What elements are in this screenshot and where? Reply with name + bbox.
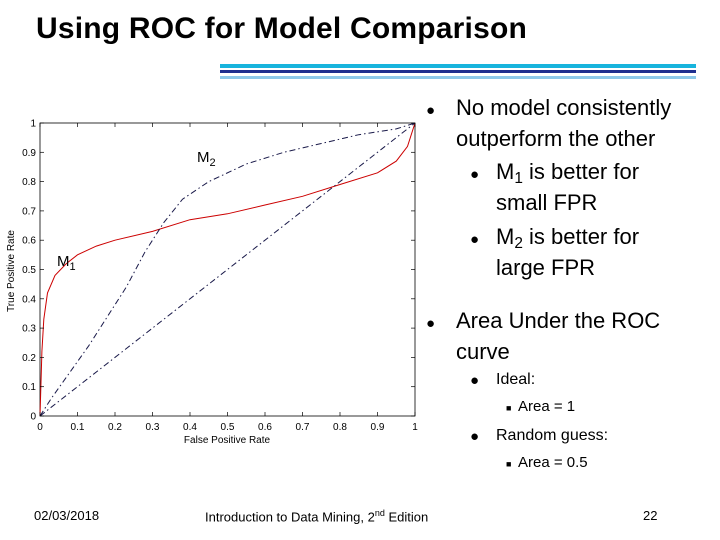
bullet-dot: ● [426,102,436,119]
title-rule-light [220,76,696,79]
bullet-1-line-2: outperform the other [456,126,656,151]
bullet-2-line-1: Area Under the ROC [456,308,661,333]
ticks-group: 0 0.1 0.2 0.3 0.4 0.5 0.6 0.7 0.8 0.9 1 0 0.1 0.2 0.3 0… [22,119,418,434]
y-tick-label: 0.4 [22,294,36,305]
series-line-m2 [39,122,416,417]
bullet-dot: ● [470,372,480,389]
ideal-area: Area = 1 [518,398,576,415]
bullet-1b-line-1: M2 is better for [496,224,640,252]
y-axis-label: True Positive Rate [6,230,17,312]
bullet-dot: ● [470,231,480,248]
bullet-1-line-1: No model consistently [456,95,672,120]
y-tick-label: 0.5 [22,265,36,276]
m1-label: M1 [57,253,76,273]
ideal-label: Ideal: [496,371,536,388]
bullet-dot: ● [470,428,480,445]
roc-chart: 0 0.1 0.2 0.3 0.4 0.5 0.6 0.7 0.8 0.9 1 0 0.1 0.2 0.3 0… [6,119,418,447]
bullet-square: ■ [506,403,512,413]
series-line-random [39,122,416,417]
bullet-dot: ● [470,166,480,183]
m2-label: M2 [197,149,216,169]
x-tick-label: 0.6 [258,422,272,433]
y-tick-label: 0.9 [22,148,36,159]
x-tick-label: 0.5 [221,422,235,433]
y-tick-label: 0.2 [22,353,36,364]
y-tick-label: 0.3 [22,324,36,335]
page-number: 22 [643,508,658,523]
y-tick-label: 0.8 [22,177,36,188]
y-tick-label: 0.1 [22,382,36,393]
y-tick-label: 0.7 [22,206,36,217]
x-tick-label: 0 [37,422,43,433]
y-tick-label: 0 [30,412,36,423]
x-tick-label: 0.4 [183,422,197,433]
bullet-dot: ● [426,315,436,332]
footer-course: Introduction to Data Mining, 2nd Edition [205,508,429,525]
bullet-1a-line-1: M1 is better for [496,159,640,187]
random-label: Random guess: [496,427,609,444]
bullet-1b-line-2: large FPR [496,255,596,280]
x-tick-label: 0.9 [371,422,385,433]
random-area: Area = 0.5 [518,454,588,471]
x-tick-label: 0.1 [71,422,85,433]
x-tick-label: 0.2 [108,422,122,433]
y-tick-label: 0.6 [22,236,36,247]
bullet-2-line-2: curve [456,339,510,364]
title-rule-cyan [220,64,696,68]
bullet-1a-line-2: small FPR [496,190,598,215]
x-tick-label: 0.7 [296,422,310,433]
footer-date: 02/03/2018 [34,508,100,523]
title-rule-navy [220,70,696,73]
x-tick-label: 0.8 [333,422,347,433]
x-tick-label: 1 [412,422,418,433]
x-tick-label: 0.3 [146,422,160,433]
series-line-m1 [39,122,416,417]
series-group [39,122,416,417]
slide-title: Using ROC for Model Comparison [36,12,528,45]
bullet-square: ■ [506,459,512,469]
y-tick-label: 1 [30,119,36,130]
x-axis-label: False Positive Rate [184,435,271,446]
